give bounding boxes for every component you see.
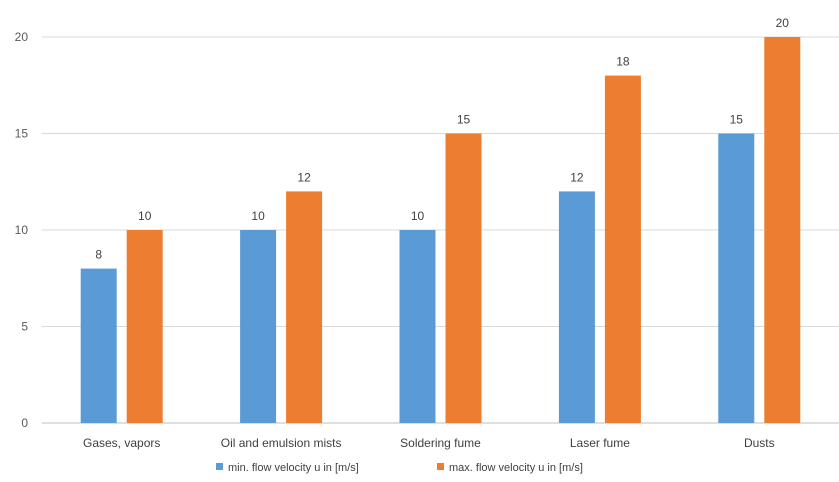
bar-min [80, 268, 117, 423]
y-tick-label: 0 [21, 416, 28, 430]
data-labels: 8 10 10 12 10 15 12 18 15 20 [95, 16, 789, 262]
legend-swatch [216, 463, 223, 470]
bar-max [764, 37, 801, 423]
bar-min [240, 230, 277, 423]
data-label: 15 [457, 113, 471, 127]
data-label: 12 [297, 170, 311, 184]
bars [80, 37, 801, 423]
data-label: 18 [616, 55, 630, 69]
gridlines [42, 36, 839, 424]
x-axis-categories: Gases, vapors Oil and emulsion mists Solde… [83, 436, 775, 450]
data-label: 10 [251, 209, 265, 223]
category-label: Dusts [744, 436, 775, 450]
y-tick-label: 15 [15, 127, 29, 141]
y-tick-label: 10 [15, 223, 29, 237]
legend-label: min. flow velocity u in [m/s] [228, 462, 359, 474]
bar-min [718, 133, 755, 423]
data-label: 12 [570, 170, 584, 184]
category-label: Soldering fume [400, 436, 481, 450]
bar-max [604, 75, 641, 423]
bar-max [286, 191, 323, 423]
category-label: Laser fume [570, 436, 630, 450]
bar-min [558, 191, 595, 423]
legend-label: max. flow velocity u in [m/s] [449, 462, 583, 474]
category-label: Gases, vapors [83, 436, 160, 450]
y-axis-ticks: 0 5 10 15 20 [15, 30, 29, 430]
data-label: 15 [730, 113, 744, 127]
bar-min [399, 230, 436, 423]
legend: min. flow velocity u in [m/s] max. flow v… [216, 462, 583, 474]
legend-swatch [437, 463, 444, 470]
data-label: 8 [95, 248, 102, 262]
data-label: 10 [138, 209, 152, 223]
category-label: Oil and emulsion mists [221, 436, 342, 450]
bar-max [126, 230, 163, 423]
y-tick-label: 5 [21, 320, 28, 334]
bar-max [445, 133, 482, 423]
data-label: 20 [776, 16, 790, 30]
y-tick-label: 20 [15, 30, 29, 44]
data-label: 10 [411, 209, 425, 223]
